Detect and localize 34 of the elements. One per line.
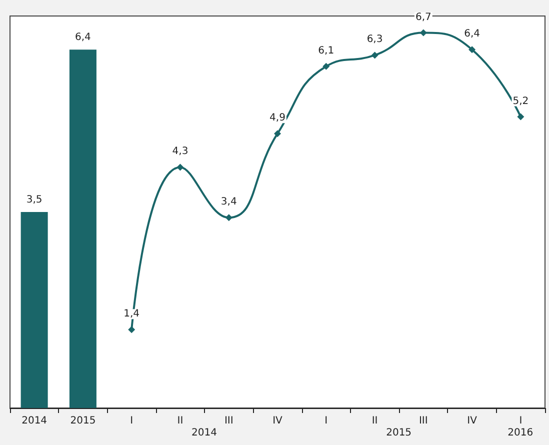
data-label: 6,7 — [415, 12, 432, 23]
data-label: 5,2 — [512, 96, 529, 107]
data-label: 6,1 — [318, 45, 334, 56]
text: 2016 — [508, 428, 534, 438]
x-tick-label: II — [372, 416, 378, 426]
x-tick-label: IV — [467, 416, 478, 426]
data-label: 6,4 — [464, 28, 480, 40]
point — [420, 29, 427, 36]
data-label: 6,3 — [366, 34, 383, 46]
data-label: 6,4 — [75, 32, 91, 44]
point — [517, 113, 524, 120]
point — [322, 62, 330, 70]
point — [371, 52, 378, 59]
data-label: 4,9 — [270, 112, 286, 124]
x-tick-label: 2014 — [22, 416, 48, 426]
point — [468, 46, 476, 54]
x-tick-label: II — [177, 416, 184, 426]
data-label: 3,5 — [26, 194, 42, 206]
x-tick-label: 2015 — [70, 416, 96, 426]
x-tick-label: I — [519, 416, 522, 426]
text: 2014 — [192, 428, 217, 438]
x-tick-label: I — [324, 416, 328, 426]
data-label: 4,3 — [172, 146, 188, 158]
point — [128, 326, 136, 334]
text: 2015 — [386, 428, 412, 438]
point — [274, 130, 281, 138]
data-label: 1,4 — [124, 308, 140, 320]
point — [225, 214, 232, 222]
data-label: 3,4 — [220, 196, 237, 208]
x-tick-label: I — [130, 416, 134, 426]
x-tick-label: III — [418, 416, 428, 426]
x-tick-label: IV — [272, 416, 283, 426]
x-tick-label: III — [224, 416, 234, 426]
point — [176, 164, 184, 171]
